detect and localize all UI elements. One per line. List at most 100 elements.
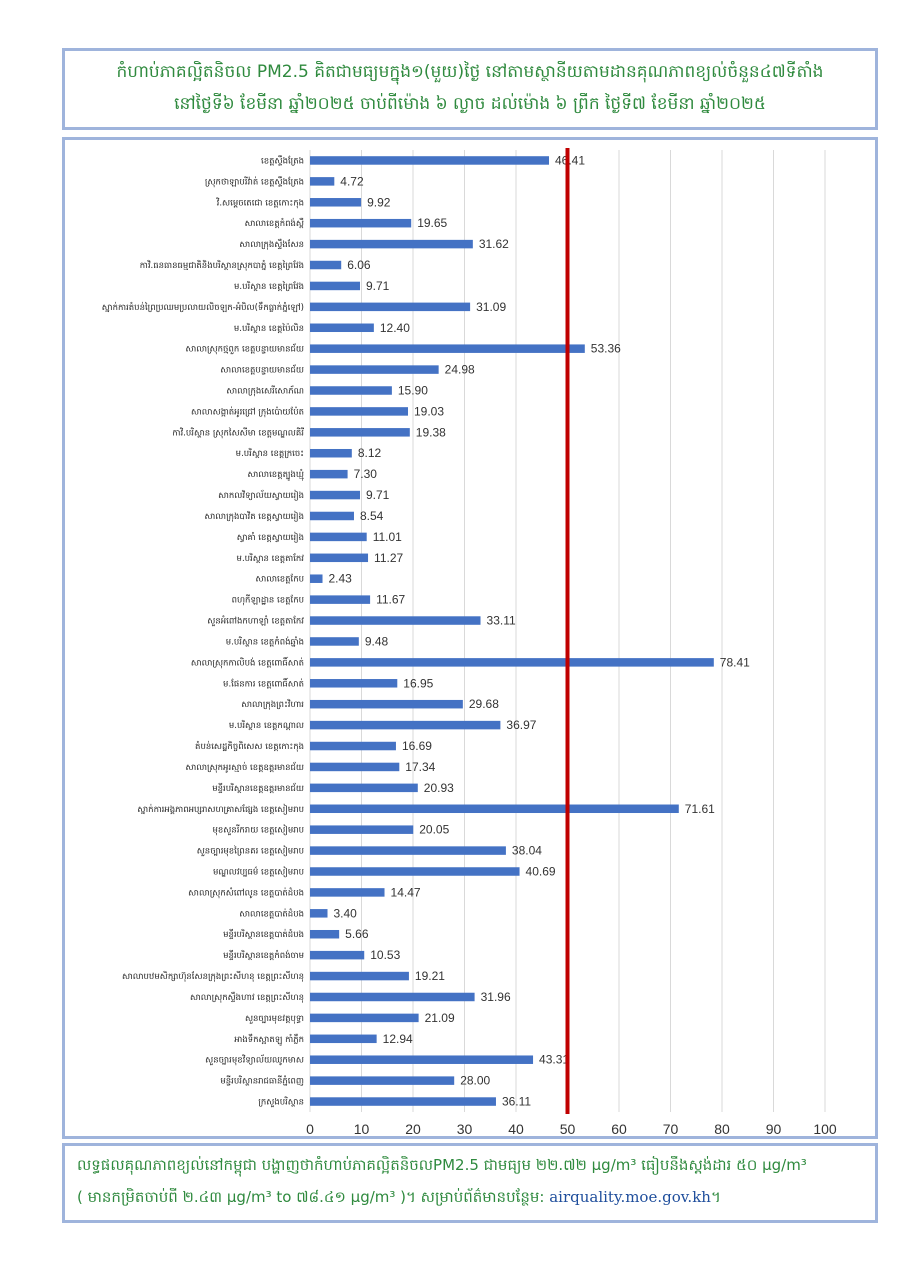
bar (310, 469, 348, 479)
x-tick-label: 70 (663, 1121, 679, 1137)
category-label: តំបន់សេដ្ឋកិច្ចពិសេស ខេត្តកោះកុង (195, 740, 304, 752)
category-label: កាវិ.ធនធានធម្មជាតិនិងបរិស្ថានស្រុកបាភ្នំ… (140, 259, 304, 271)
bar (310, 428, 410, 437)
footer-range-text: ( មានកម្រិតចាប់ពី ២.៤៣ µg/m³ to ៧៨.៤១ µg… (77, 1188, 550, 1206)
value-label: 11.27 (374, 551, 403, 565)
bar (310, 699, 463, 709)
bar (310, 909, 328, 918)
website-link[interactable]: airquality.moe.gov.kh (549, 1188, 711, 1206)
category-label: ម.បរិស្ថាន ខេត្តក្រចេះ (236, 447, 304, 459)
header-title-line-2: នៅថ្ងៃទី៦ ខែមីនា ឆ្នាំ២០២៥ ចាប់ពីម៉ោង ៦ … (174, 94, 766, 114)
bar (310, 1076, 455, 1085)
category-label: ម.បរិស្ថាន ខេត្តប៉ៃលិន (234, 322, 304, 334)
category-label: កាវិ.បរិស្ថាន ស្រុកសៃសីមា ខេត្តមណ្ឌលគិរី (172, 426, 304, 438)
bar (310, 198, 362, 207)
bar (310, 1055, 534, 1064)
value-label: 40.69 (526, 865, 556, 879)
bar (310, 658, 714, 667)
bar (310, 344, 585, 353)
x-tick-label: 0 (306, 1121, 314, 1137)
bar (310, 1034, 377, 1044)
bar (310, 867, 520, 876)
category-label: វិ.សម្តេចតេជោ ខេត្តកោះកុង (215, 196, 304, 208)
value-label: 9.92 (367, 195, 391, 209)
category-label: ម.បរិស្ថាន ខេត្តតាកែវ (237, 552, 305, 564)
value-label: 29.68 (469, 697, 499, 711)
value-label: 6.06 (347, 258, 371, 272)
category-label: មន្ទីរបរិស្ថានខេត្តបាត់ដំបង (223, 928, 304, 940)
value-label: 53.36 (591, 342, 621, 356)
header-title-line-1: កំហាប់ភាគល្អិតនិចល PM2.5 គិតជាមធ្យមក្នុង… (116, 62, 824, 82)
footer-end-text: ។ (710, 1188, 721, 1206)
category-label: អាងទឹកស្អាតឡូ កាំភ្លឹក (234, 1033, 304, 1046)
value-label: 14.47 (391, 885, 421, 899)
category-label: សាលាខេត្តត្បូងឃ្មុំ (248, 468, 305, 481)
bar (310, 177, 335, 186)
category-label: សាលាស្រុកថ្មពួក ខេត្តបន្ទាយមានជ័យ (185, 343, 304, 355)
x-tick-label: 10 (354, 1121, 370, 1137)
value-label: 31.96 (481, 990, 511, 1004)
category-label: សួនអំពៅងកហាឡាំ ខេត្តតាកែវ (207, 615, 304, 627)
category-label: មន្ទីរបរិស្ថានខេត្តឧត្តរមានជ័យ (212, 782, 304, 794)
x-tick-label: 60 (611, 1121, 627, 1137)
value-label: 4.72 (340, 174, 364, 188)
bar (310, 532, 367, 542)
value-label: 31.62 (479, 237, 509, 251)
value-label: 3.40 (334, 906, 358, 920)
bar (310, 616, 481, 625)
x-tick-label: 30 (457, 1121, 473, 1137)
category-label: សាលាស្រុកសំពៅលូន ខេត្តបាត់ដំបង (188, 886, 304, 898)
category-label: ម.បរិស្ថាន ខេត្តព្រៃវែង (234, 280, 304, 292)
x-tick-label: 80 (714, 1121, 730, 1137)
value-label: 19.38 (416, 425, 446, 439)
value-label: 11.01 (373, 530, 402, 544)
value-label: 16.69 (402, 739, 432, 753)
category-label: សាលាស្រុកអូរស្មាច់ ខេត្តឧត្តរមានជ័យ (185, 761, 304, 773)
value-label: 2.43 (329, 572, 353, 586)
category-label: ក្រសួងបរិស្ថាន (258, 1096, 304, 1108)
bar (310, 637, 359, 646)
value-label: 16.95 (403, 676, 433, 690)
bar (310, 1013, 419, 1023)
value-label: 46.41 (555, 153, 585, 167)
bar (310, 1097, 496, 1106)
x-tick-label: 20 (405, 1121, 421, 1137)
category-label: សាលាខេត្តបាត់ដំបង (239, 907, 304, 919)
category-label: សាលាក្រុងសេរីសោភ័ណ (226, 385, 304, 397)
category-label: សាលាក្រុងបាវិត ខេត្តស្វាយរៀង (205, 510, 305, 522)
value-label: 19.03 (414, 404, 444, 418)
bar (310, 386, 392, 395)
bar (310, 846, 506, 855)
header-box: កំហាប់ភាគល្អិតនិចល PM2.5 គិតជាមធ្យមក្នុង… (62, 48, 878, 130)
category-label: សាលាក្រុងព្រះវិហារ (241, 698, 304, 710)
value-label: 38.04 (512, 844, 542, 858)
value-label: 17.34 (405, 760, 435, 774)
value-label: 8.54 (360, 509, 384, 523)
category-label: សាលាខេត្តកំពង់ស្ពឺ (245, 217, 304, 229)
category-label: ម.ផែនការ ខេត្តពោធិ៍សាត់ (223, 677, 304, 689)
bar (310, 365, 439, 374)
bar (310, 490, 361, 500)
bar (310, 950, 365, 960)
category-label: ស្នាក់ការតំបន់ព្រៃប្រឈមប្រលាយលិចឡក-អំបិល… (102, 301, 304, 313)
value-label: 36.11 (502, 1095, 531, 1109)
bar (310, 720, 501, 730)
bar (310, 281, 361, 291)
category-label: ពហុកីឡាដ្ឋាន ខេត្តកែប (232, 594, 304, 606)
bar (310, 553, 369, 563)
value-label: 12.40 (380, 321, 410, 335)
value-label: 7.30 (354, 467, 378, 481)
value-label: 28.00 (460, 1074, 490, 1088)
category-label: មុខសួនរីករាយ ខេត្តសៀមរាប (212, 824, 304, 836)
value-label: 20.05 (419, 823, 449, 837)
category-label: មណ្ឌលវប្បធម៌ ខេត្តសៀមរាប (213, 866, 304, 878)
x-tick-label: 90 (766, 1121, 782, 1137)
x-tick-label: 100 (813, 1121, 837, 1137)
category-label: សាលាខេត្តកែប (255, 574, 304, 585)
bar (310, 783, 418, 793)
value-label: 5.66 (345, 927, 369, 941)
category-label: សាលាបឋមសិក្សាហ៊ុនសែនក្រុងព្រះសីហនុ ខេត្ត… (122, 970, 304, 982)
x-tick-label: 40 (508, 1121, 524, 1137)
category-label: ខេត្តស្ទឹងត្រែង (261, 154, 304, 166)
category-label: សួនច្បារមុខវត្តបុទ្ធា (245, 1014, 304, 1024)
